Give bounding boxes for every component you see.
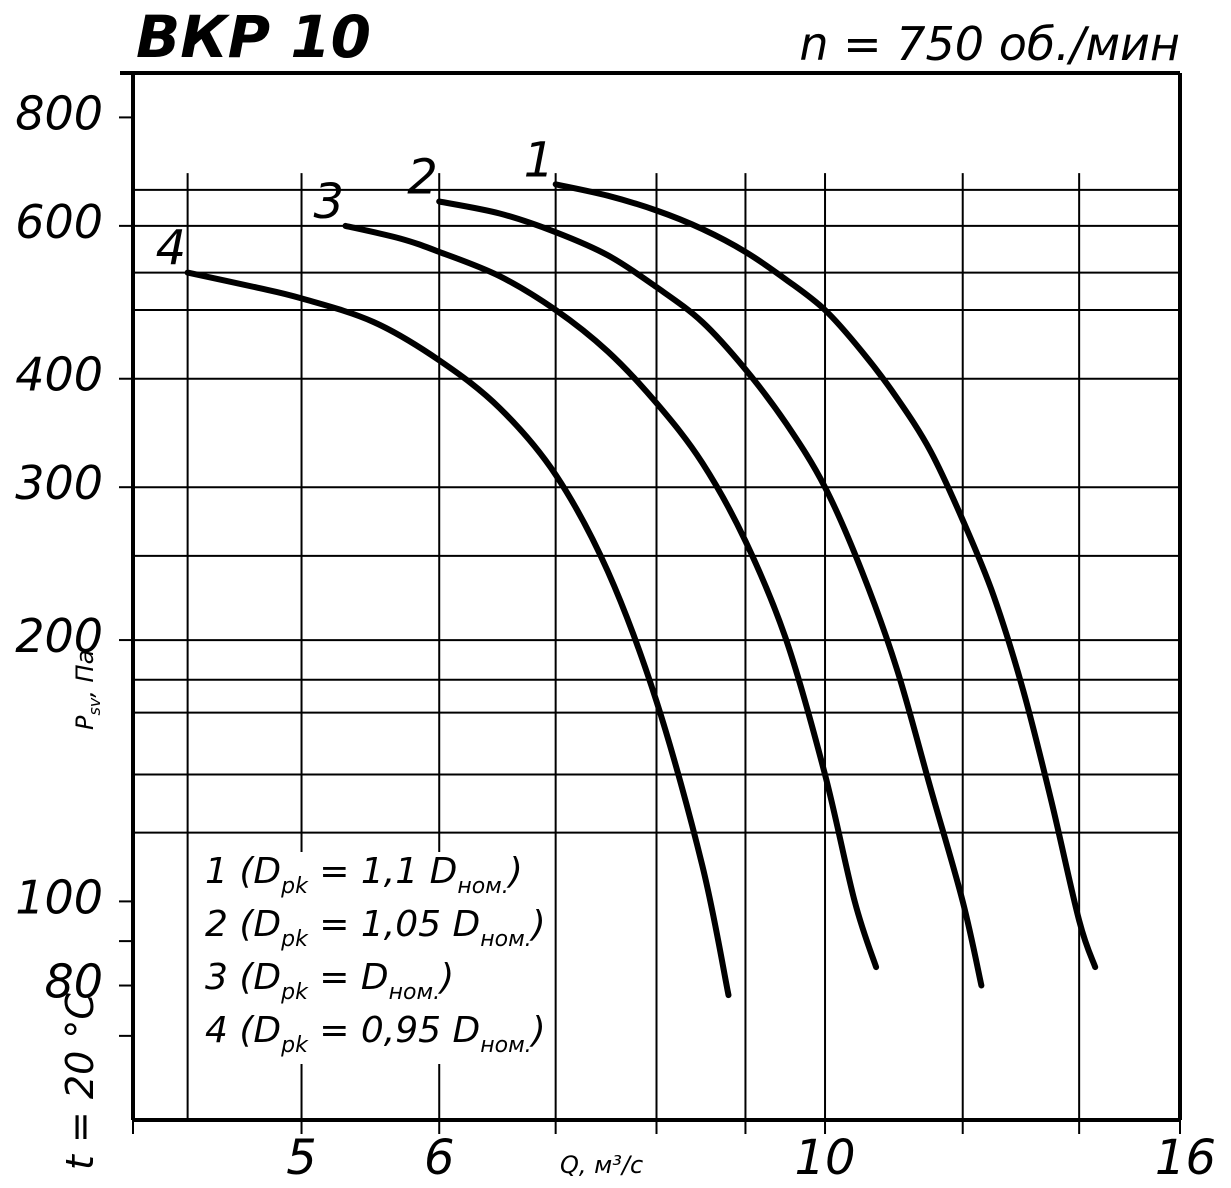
x-tick-label: 16 [1155, 1130, 1216, 1186]
legend: 1 (Dpk = 1,1 Dном.) 2 (Dpk = 1,05 Dном.) 3… [205, 851, 546, 1058]
svg-text:t = 20 °C: t = 20 °C [58, 993, 102, 1170]
legend-entry-1: 1 (Dpk = 1,1 Dном.) [205, 851, 523, 899]
series-curve-3 [342, 222, 880, 971]
curve-label-2: 2 [407, 150, 438, 206]
svg-text:Psv, Па: Psv, Па [71, 650, 104, 730]
series-curve-4 [184, 269, 732, 999]
series-curve-1 [552, 181, 1099, 971]
curve-layer [184, 181, 1099, 999]
y-tick-label: 300 [15, 456, 103, 510]
curve-label-1: 1 [524, 132, 555, 188]
legend-background [192, 852, 530, 1064]
series-curve-2 [436, 198, 985, 989]
y-tick-label: 600 [15, 195, 103, 249]
y-tick-label: 400 [15, 348, 103, 402]
x-axis-label: Q, м³/с [560, 1151, 643, 1179]
legend-entry-3: 3 (Dpk = Dном.) [205, 957, 454, 1005]
legend-entry-4: 4 (Dpk = 0,95 Dном.) [205, 1010, 546, 1058]
y-tick-label: 100 [15, 870, 103, 924]
y-tick-label: 200 [15, 609, 103, 663]
y-axis-label: Psv, Па [71, 650, 104, 730]
x-tick-label: 6 [424, 1130, 455, 1186]
y-tick-label: 80 [44, 955, 103, 1009]
curve-label-3: 3 [314, 174, 345, 230]
curve-label-4: 4 [156, 221, 187, 277]
y-tick-label: 800 [15, 86, 103, 140]
chart-subtitle: n = 750 об./мин [799, 17, 1180, 71]
legend-entry-2: 2 (Dpk = 1,05 Dном.) [205, 904, 546, 952]
x-tick-label: 5 [286, 1130, 317, 1186]
tick-layer: 800 600 400 300 200 100 80 5 6 10 16 [15, 86, 1216, 1186]
curve-labels: 1 2 3 4 [156, 132, 555, 276]
condition-label: t = 20 °C [58, 993, 102, 1170]
chart-title: ВКР 10 [136, 3, 371, 71]
x-tick-label: 10 [794, 1130, 855, 1186]
